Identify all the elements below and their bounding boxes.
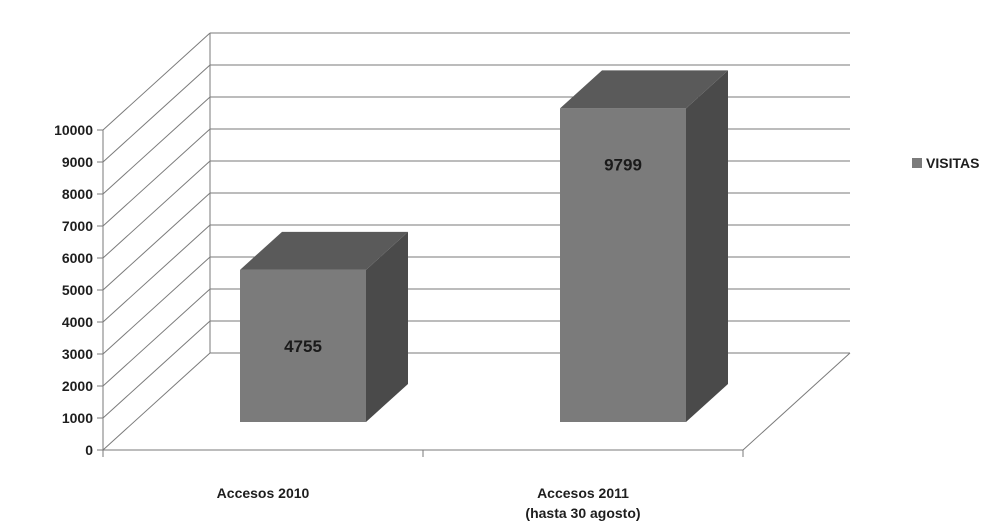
y-tick-label: 2000 xyxy=(62,378,93,394)
bar-top-face xyxy=(560,70,728,109)
side-gridline xyxy=(102,320,211,419)
y-tick-label: 0 xyxy=(85,442,93,458)
side-gridline xyxy=(102,224,211,323)
y-tick-label: 7000 xyxy=(62,218,93,234)
chart-bars: 4755 9799 xyxy=(240,70,728,422)
bar-side-face xyxy=(366,231,408,422)
bar-side-face xyxy=(686,70,728,422)
chart-grid xyxy=(102,32,850,419)
y-tick-label: 4000 xyxy=(62,314,93,330)
x-axis-category-labels: Accesos 2010 Accesos 2011 (hasta 30 agosto… xyxy=(217,485,641,521)
bar-top-face xyxy=(240,231,408,270)
x-category-label-line: Accesos 2010 xyxy=(217,485,310,501)
data-label: 9799 xyxy=(604,155,642,174)
y-tick-label: 5000 xyxy=(62,282,93,298)
x-category-label: Accesos 2010 xyxy=(217,485,310,501)
x-category-label-line: (hasta 30 agosto) xyxy=(525,505,640,521)
side-gridline xyxy=(102,256,211,355)
y-axis-tick-labels: 0 1000 2000 3000 4000 5000 6000 7000 8000 9000 100… xyxy=(54,122,93,458)
side-gridline xyxy=(102,288,211,387)
x-category-label: Accesos 2011 (hasta 30 agosto) xyxy=(525,485,640,521)
bar-1: 9799 xyxy=(560,70,728,422)
side-gridline xyxy=(102,96,211,195)
chart-legend: VISITAS xyxy=(912,155,979,171)
y-tick-label: 6000 xyxy=(62,250,93,266)
side-gridline xyxy=(102,128,211,227)
y-tick-label: 1000 xyxy=(62,410,93,426)
y-tick-label: 8000 xyxy=(62,186,93,202)
bar-front-face xyxy=(240,269,366,422)
legend-swatch xyxy=(912,158,922,168)
y-tick-label: 10000 xyxy=(54,122,93,138)
side-gridline xyxy=(102,160,211,259)
side-gridline xyxy=(102,64,211,163)
floor-left-edge xyxy=(102,352,211,451)
floor-right-edge xyxy=(742,352,851,451)
bar-0: 4755 xyxy=(240,231,408,422)
side-gridline xyxy=(102,192,211,291)
data-label: 4755 xyxy=(284,337,322,356)
x-category-label-line: Accesos 2011 xyxy=(537,485,629,501)
y-tick-label: 3000 xyxy=(62,346,93,362)
legend-label: VISITAS xyxy=(926,155,979,171)
side-gridline xyxy=(102,32,211,131)
y-tick-label: 9000 xyxy=(62,154,93,170)
bar-front-face xyxy=(560,108,686,422)
